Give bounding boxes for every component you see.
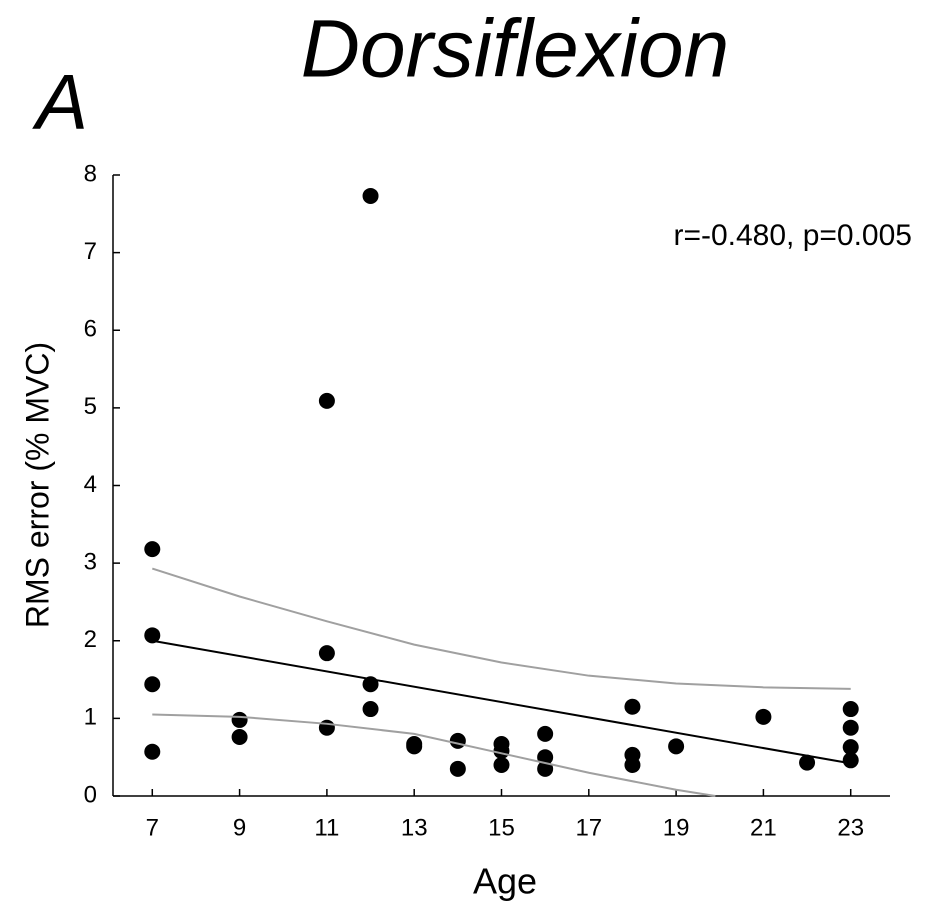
x-tick-label: 9 <box>233 814 246 841</box>
data-point <box>144 743 161 760</box>
chart-title: Dorsiflexion <box>301 4 729 95</box>
y-tick-label: 0 <box>84 781 97 808</box>
data-point <box>842 752 859 769</box>
fit-line <box>152 713 716 797</box>
panel-label: A <box>32 58 88 146</box>
data-point <box>755 708 772 725</box>
data-point <box>624 698 641 715</box>
x-tick-label: 19 <box>663 814 690 841</box>
data-point <box>144 676 161 693</box>
data-point <box>406 738 423 755</box>
fit-line <box>151 567 851 690</box>
x-tick-label: 21 <box>750 814 777 841</box>
x-tick-label: 13 <box>401 814 428 841</box>
data-point <box>668 738 685 755</box>
data-point <box>842 739 859 756</box>
data-point <box>231 729 248 746</box>
x-tick-label: 7 <box>146 814 159 841</box>
data-point <box>318 719 335 736</box>
data-point <box>449 732 466 749</box>
data-point <box>799 754 816 771</box>
data-point <box>449 760 466 777</box>
data-point <box>318 645 335 662</box>
data-point <box>493 742 510 759</box>
y-tick-label: 2 <box>84 626 97 653</box>
x-tick-label: 17 <box>575 814 602 841</box>
data-point <box>624 756 641 773</box>
y-tick-label: 5 <box>84 393 97 420</box>
y-tick-label: 4 <box>84 471 97 498</box>
data-point <box>537 725 554 742</box>
data-point <box>362 187 379 204</box>
x-tick-label: 15 <box>488 814 515 841</box>
x-tick-label: 11 <box>314 814 339 841</box>
data-point <box>842 701 859 718</box>
x-tick-label: 23 <box>837 814 864 841</box>
data-point <box>318 392 335 409</box>
y-tick-label: 1 <box>84 704 97 731</box>
annotation: r=-0.480, p=0.005 <box>673 219 912 252</box>
x-axis-label: Age <box>473 861 537 902</box>
y-tick-label: 3 <box>84 548 97 575</box>
y-tick-label: 7 <box>84 238 97 265</box>
data-point <box>493 756 510 773</box>
y-tick-label: 6 <box>84 316 97 343</box>
y-axis-label: RMS error (% MVC) <box>19 342 55 628</box>
data-point <box>362 701 379 718</box>
data-point <box>842 719 859 736</box>
data-point <box>231 711 248 728</box>
data-point <box>144 541 161 558</box>
y-tick-label: 8 <box>84 160 97 187</box>
fit-line <box>152 639 851 765</box>
data-point <box>144 627 161 644</box>
